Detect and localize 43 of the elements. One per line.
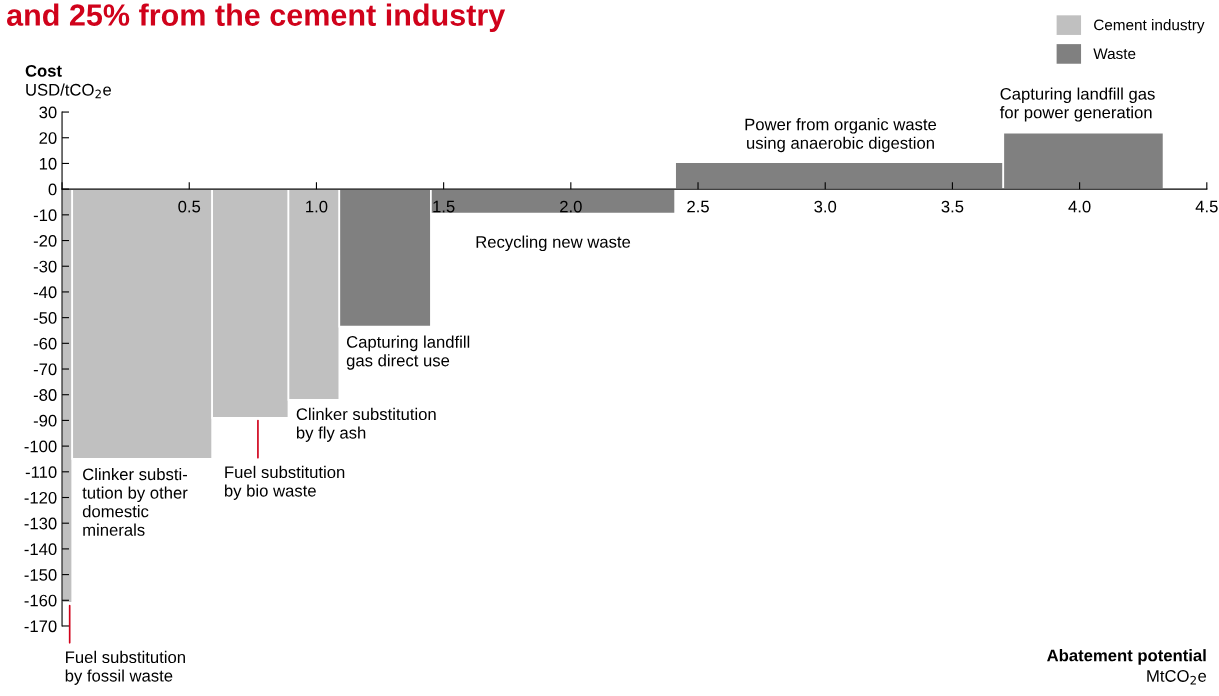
y-tick-label: 20: [39, 132, 57, 144]
x-tick-label: 1.0: [306, 200, 328, 213]
y-tick-label: -10: [33, 209, 57, 222]
annotation: Fuel substitution by fossil waste: [65, 650, 185, 685]
annotation: Capturing landfill gas direct use: [346, 335, 470, 370]
y-tick-label: 10: [39, 157, 57, 170]
y-tick-label: 30: [39, 106, 57, 119]
x-axis-title: Abatement potential MtCO$_{2}$e: [1047, 649, 1207, 685]
y-tick-label: -40: [33, 286, 57, 299]
y-tick-label: -60: [33, 337, 57, 350]
legend-label: Cement industry: [1094, 19, 1205, 34]
x-tick-label: 2.0: [560, 200, 582, 213]
x-tick-label: 3.0: [814, 200, 837, 213]
annotation: Recycling new waste: [476, 235, 631, 252]
annotation: Capturing landfill gas for power generation: [999, 87, 1155, 122]
y-tick-label: -170: [24, 620, 57, 633]
y-tick-label: -110: [25, 466, 57, 479]
x-tick-label: 2.5: [687, 200, 709, 213]
y-tick-label: -160: [24, 594, 57, 607]
x-tick-label: 1.5: [433, 200, 455, 213]
y-tick-label: -20: [33, 234, 57, 247]
y-tick-label: -90: [33, 414, 57, 427]
x-tick-label: 0.5: [178, 200, 201, 213]
x-tick-label: 4.0: [1068, 200, 1091, 213]
y-tick-label: -30: [33, 260, 57, 273]
y-tick-label: -100: [24, 440, 57, 453]
y-tick-label: -150: [24, 568, 57, 581]
y-tick-label: -120: [24, 491, 57, 504]
y-tick-label: 0: [48, 183, 57, 196]
chart-title: and 25% from the cement industry: [6, 3, 506, 32]
annotation: Power from organic waste using anaerobic digestion: [745, 118, 937, 153]
annotation: Clinker substi- tution by other domestic minerals: [82, 467, 188, 536]
y-axis-title: Cost USD/tCO$_{2}$e: [25, 64, 112, 99]
y-tick-label: -50: [33, 312, 57, 324]
y-tick-label: -70: [33, 363, 57, 376]
y-tick-label: -130: [24, 517, 57, 530]
x-tick-label: 3.5: [941, 200, 964, 213]
legend-label: Waste: [1093, 48, 1136, 60]
annotation: Clinker substitution by fly ash: [296, 407, 436, 442]
y-tick-label: -140: [24, 543, 57, 556]
annotation: Fuel substitution by bio waste: [225, 465, 345, 500]
y-tick-label: -80: [33, 389, 57, 401]
x-tick-label: 4.5: [1195, 200, 1218, 213]
